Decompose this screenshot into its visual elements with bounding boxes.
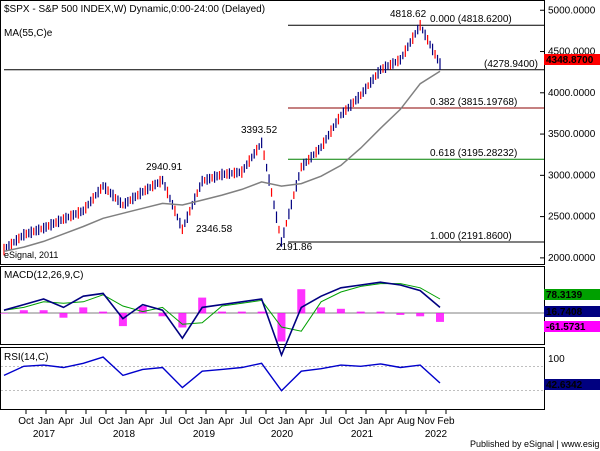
- macd-histogram-bar: [19, 310, 28, 314]
- macd-histogram-bar: [39, 310, 48, 314]
- fib-label: 0.618 (3195.28232): [430, 148, 517, 159]
- chart-title: $SPX - S&P 500 INDEX,W) Dynamic,0:00-24:…: [4, 4, 265, 15]
- x-month-label: Nov: [417, 416, 435, 427]
- price-tick-label: 5000.0000: [548, 5, 596, 16]
- x-month-label: Jan: [118, 416, 134, 427]
- x-axis: Oct Jan Apr Jul Oct Jan Apr Jul Oct Jan Apr Jul Oct J…: [18, 410, 455, 440]
- x-month-label: Jan: [278, 416, 294, 427]
- signal-value: 16.7408: [546, 307, 583, 318]
- x-month-label: Apr: [58, 416, 74, 427]
- watermark: eSignal, 2011: [4, 250, 58, 260]
- x-month-label: Apr: [138, 416, 154, 427]
- fib-label: 0.000 (4818.6200): [430, 14, 512, 25]
- fibonacci-levels: 0.000 (4818.6200) (4278.9400) 0.382 (3815.…: [4, 14, 544, 243]
- price-y-axis: 5000.0000 4500.0000 4000.0000 3500.0000 3000…: [540, 5, 596, 264]
- x-year-label: 2020: [271, 429, 294, 440]
- rsi-tick-100: 100: [548, 354, 565, 365]
- price-tick-label: 3000.0000: [548, 170, 596, 181]
- rsi-value-badge: [544, 379, 600, 390]
- fib-label: (4278.9400): [484, 59, 538, 70]
- macd-histogram-bar: [396, 313, 405, 315]
- macd-histogram-bar: [237, 311, 246, 314]
- x-month-label: Oct: [338, 416, 354, 427]
- x-year-label: 2019: [193, 429, 216, 440]
- x-month-label: Jan: [198, 416, 214, 427]
- macd-histogram-bar: [317, 307, 326, 314]
- x-month-label: Feb: [437, 416, 455, 427]
- macd-histogram-bar: [257, 311, 266, 314]
- fib-label: 1.000 (2191.8600): [430, 231, 512, 242]
- macd-histogram-bar: [138, 306, 147, 314]
- price-tick-label: 3500.0000: [548, 129, 596, 140]
- price-tick-label: 2000.0000: [548, 253, 596, 264]
- rsi-plot: [1, 356, 544, 392]
- x-year-label: 2022: [425, 429, 448, 440]
- macd-histogram-bar: [336, 308, 345, 314]
- price-tick-label: 4000.0000: [548, 88, 596, 99]
- macd-histogram-bar: [178, 313, 187, 328]
- x-month-label: Aug: [397, 416, 415, 427]
- rsi-value: 42.6342: [546, 380, 583, 391]
- ma-legend: MA(55,C)e: [4, 28, 53, 39]
- price-tick-label: 2500.0000: [548, 212, 596, 223]
- macd-value: 78.3139: [546, 290, 583, 301]
- x-month-label: Jul: [80, 416, 93, 427]
- macd-histogram-bar: [376, 311, 385, 314]
- rsi-line: [3, 356, 441, 392]
- fib-label: 0.382 (3815.19768): [430, 97, 517, 108]
- x-month-label: Oct: [98, 416, 114, 427]
- macd-histogram-bar: [297, 289, 306, 314]
- x-month-label: Oct: [18, 416, 34, 427]
- footer-credit: Published by eSignal | www.esignal.com: [470, 439, 600, 449]
- x-year-label: 2018: [113, 429, 136, 440]
- macd-histogram-bar: [79, 307, 88, 314]
- histogram-value-badge: [544, 321, 600, 332]
- macd-histogram-bar: [416, 313, 425, 317]
- annotation-2018-peak: 2940.91: [146, 162, 183, 173]
- price-panel-frame: [0, 0, 545, 265]
- macd-histogram-bar: [0, 313, 8, 314]
- x-month-label: Apr: [218, 416, 234, 427]
- annotation-2018-low: 2346.58: [196, 224, 233, 235]
- annotation-2020-peak: 3393.52: [241, 125, 278, 136]
- macd-title: MACD(12,26,9,C): [4, 270, 83, 281]
- macd-histogram-bar: [356, 311, 365, 314]
- histogram-value: -61.5731: [546, 322, 586, 333]
- macd-plot: [0, 281, 544, 358]
- last-price-value: 4348.8700: [546, 55, 594, 66]
- price-bars: [3, 19, 441, 256]
- macd-histogram-bar: [198, 297, 207, 314]
- x-month-label: Apr: [298, 416, 314, 427]
- annotation-high: 4818.62: [390, 9, 427, 20]
- x-year-label: 2021: [351, 429, 374, 440]
- macd-signal-line: [3, 283, 441, 332]
- x-month-label: Apr: [378, 416, 394, 427]
- macd-histogram-bar: [436, 313, 444, 322]
- rsi-title: RSI(14,C): [4, 352, 48, 363]
- x-month-label: Jan: [38, 416, 54, 427]
- price-tick-label: 4500.0000: [548, 47, 596, 58]
- ma55-line: [3, 70, 441, 253]
- macd-histogram-bar: [59, 313, 68, 318]
- x-month-label: Jul: [320, 416, 333, 427]
- macd-value-badge: [544, 289, 600, 300]
- macd-line: [3, 281, 441, 358]
- signal-value-badge: [544, 306, 600, 317]
- annotation-2020-low: 2191.86: [276, 242, 313, 253]
- last-price-badge: [544, 54, 600, 65]
- macd-histogram-bar: [158, 313, 167, 317]
- macd-histogram-bar: [99, 311, 108, 314]
- x-month-label: Oct: [258, 416, 274, 427]
- x-month-label: Jul: [160, 416, 173, 427]
- x-month-label: Jul: [240, 416, 253, 427]
- x-month-label: Jan: [358, 416, 374, 427]
- macd-histogram-bar: [218, 311, 226, 314]
- x-year-label: 2017: [33, 429, 56, 440]
- x-month-label: Oct: [178, 416, 194, 427]
